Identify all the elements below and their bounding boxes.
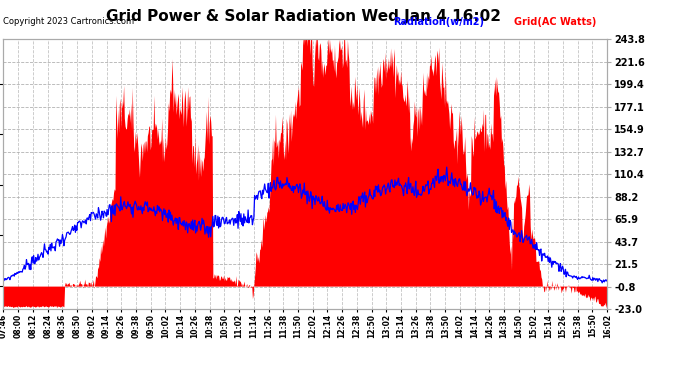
Text: Copyright 2023 Cartronics.com: Copyright 2023 Cartronics.com [3, 17, 135, 26]
Text: Grid(AC Watts): Grid(AC Watts) [514, 17, 596, 27]
Text: Grid Power & Solar Radiation Wed Jan 4 16:02: Grid Power & Solar Radiation Wed Jan 4 1… [106, 9, 501, 24]
Text: Radiation(w/m2): Radiation(w/m2) [393, 17, 484, 27]
